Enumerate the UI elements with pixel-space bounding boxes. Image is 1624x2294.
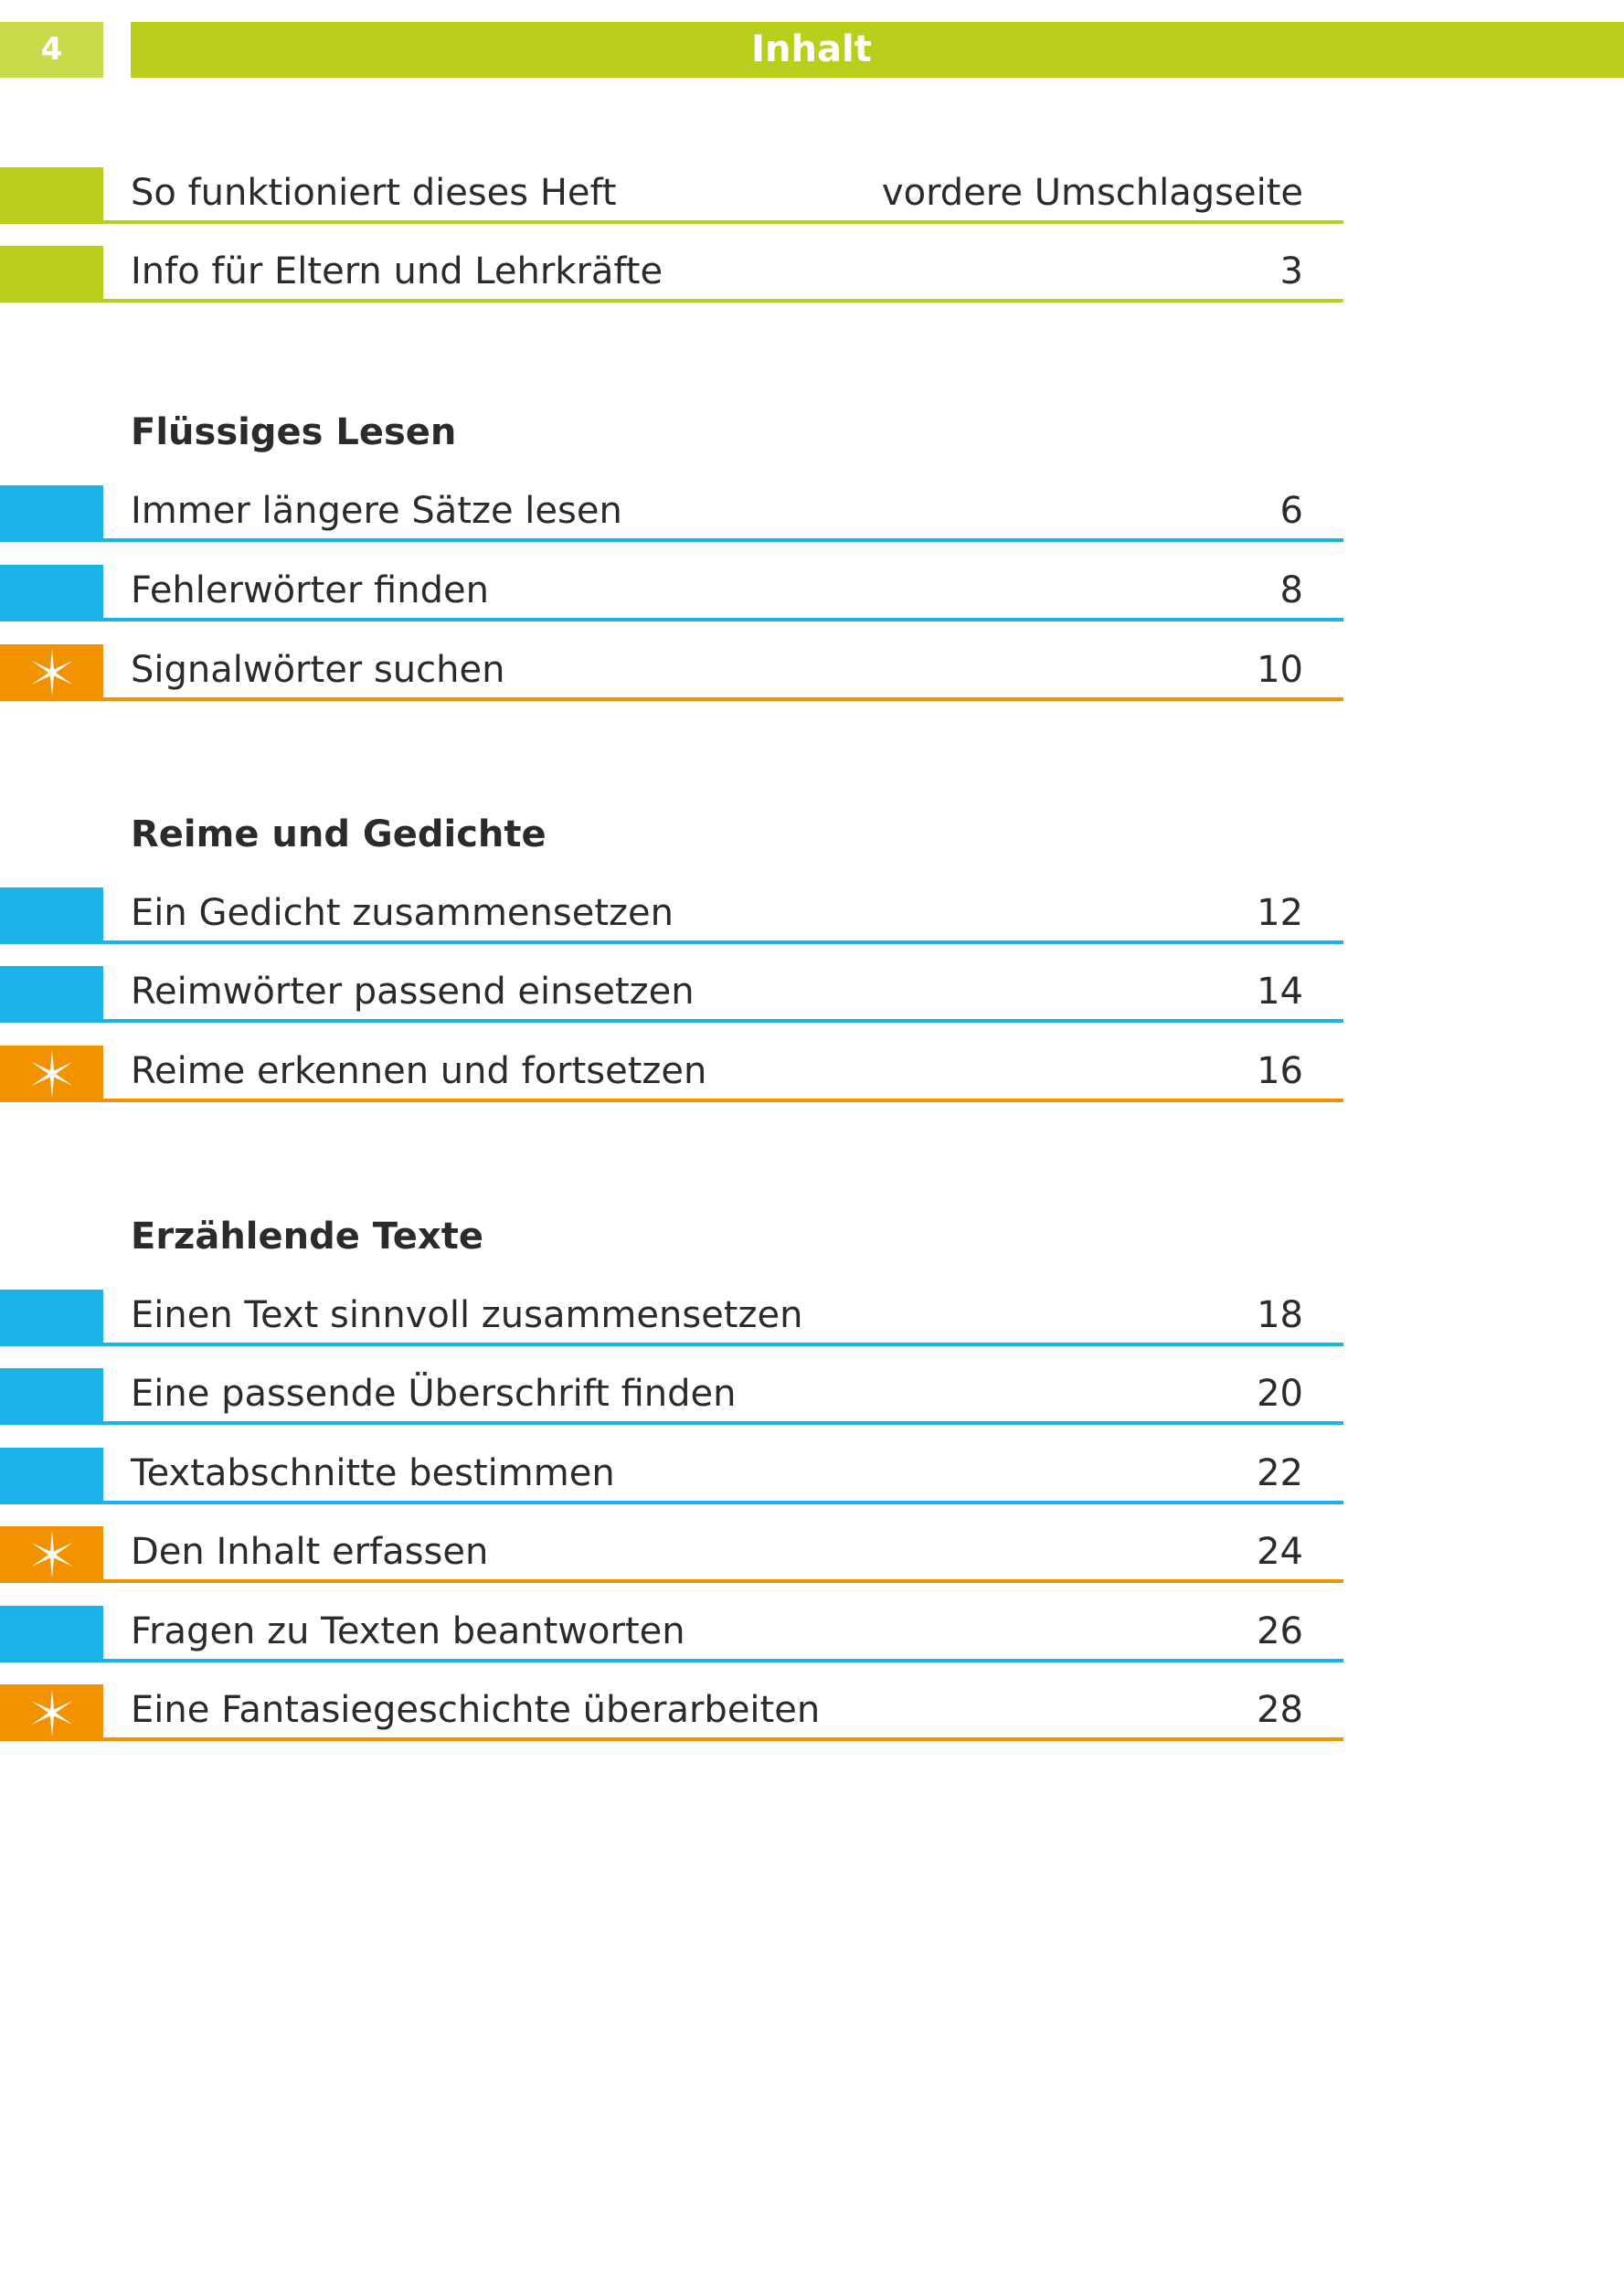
toc-entry-page: 22 — [1257, 1452, 1303, 1494]
toc-entry-label: So funktioniert dieses Heft — [131, 172, 617, 214]
page-title: Inhalt — [751, 28, 872, 70]
toc-entry-label: Den Inhalt erfassen — [131, 1531, 489, 1573]
toc-entry: Fragen zu Texten beantworten 26 — [0, 1606, 1343, 1662]
toc-entry-underline — [103, 220, 1343, 224]
toc-entry-label: Signalwörter suchen — [131, 649, 505, 691]
title-bar: Inhalt — [131, 22, 1624, 78]
toc-entry: Textabschnitte bestimmen 22 — [0, 1448, 1343, 1504]
toc-entry-page: 26 — [1257, 1610, 1303, 1652]
toc-entry-label: Fehlerwörter finden — [131, 569, 489, 611]
toc-entry-underline — [103, 1501, 1343, 1504]
toc-marker — [0, 1368, 103, 1425]
toc-entry-label: Immer längere Sätze lesen — [131, 490, 622, 532]
toc-entry-page: 20 — [1257, 1373, 1303, 1415]
toc-entry-page: 14 — [1257, 971, 1303, 1013]
toc-entry-page: 8 — [1279, 569, 1303, 611]
toc-marker — [0, 246, 103, 303]
toc-entry: Reimwörter passend einsetzen 14 — [0, 966, 1343, 1023]
section-heading: Flüssiges Lesen — [131, 411, 457, 453]
page-number: 4 — [0, 22, 103, 78]
toc-marker — [0, 167, 103, 224]
toc-marker — [0, 1606, 103, 1662]
toc-entry-label: Info für Eltern und Lehrkräfte — [131, 250, 663, 292]
section-heading: Erzählende Texte — [131, 1216, 483, 1258]
toc-marker — [0, 1526, 103, 1583]
toc-entry: Eine passende Überschrift finden 20 — [0, 1368, 1343, 1425]
toc-entry: Einen Text sinnvoll zusammensetzen 18 — [0, 1290, 1343, 1346]
toc-entry: Reime erkennen und fortsetzen 16 — [0, 1046, 1343, 1102]
star-icon — [31, 1531, 73, 1578]
toc-marker — [0, 1290, 103, 1346]
toc-entry-underline — [103, 1099, 1343, 1102]
toc-entry-underline — [103, 697, 1343, 701]
toc-entry: Signalwörter suchen 10 — [0, 644, 1343, 701]
toc-entry-label: Ein Gedicht zusammensetzen — [131, 892, 674, 934]
toc-marker — [0, 1046, 103, 1102]
toc-entry-underline — [103, 940, 1343, 944]
toc-entry-label: Textabschnitte bestimmen — [131, 1452, 615, 1494]
toc-entry-underline — [103, 1343, 1343, 1346]
toc-entry-label: Reimwörter passend einsetzen — [131, 971, 695, 1013]
toc-entry-page: 18 — [1257, 1294, 1303, 1336]
toc-entry-label: Fragen zu Texten beantworten — [131, 1610, 685, 1652]
toc-marker — [0, 1448, 103, 1504]
toc-entry: Den Inhalt erfassen 24 — [0, 1526, 1343, 1583]
star-icon — [31, 649, 73, 696]
toc-entry-label: Einen Text sinnvoll zusammensetzen — [131, 1294, 803, 1336]
toc-entry-page: vordere Umschlagseite — [881, 172, 1303, 214]
toc-entry-underline — [103, 299, 1343, 303]
toc-entry-underline — [103, 538, 1343, 542]
toc-entry-underline — [103, 1579, 1343, 1583]
toc-entry-page: 10 — [1257, 649, 1303, 691]
toc-entry-page: 6 — [1279, 490, 1303, 532]
toc-entry: Immer längere Sätze lesen 6 — [0, 485, 1343, 542]
toc-entry-underline — [103, 1737, 1343, 1741]
toc-entry-page: 24 — [1257, 1531, 1303, 1573]
toc-entry-underline — [103, 618, 1343, 621]
toc-entry-label: Eine passende Überschrift finden — [131, 1373, 737, 1415]
toc-entry: Fehlerwörter finden 8 — [0, 565, 1343, 621]
toc-entry-label: Eine Fantasiegeschichte überarbeiten — [131, 1689, 821, 1731]
page-header: 4 Inhalt — [0, 22, 1624, 78]
section-heading: Reime und Gedichte — [131, 813, 547, 855]
toc-marker — [0, 887, 103, 944]
toc-marker — [0, 644, 103, 701]
star-icon — [31, 1689, 73, 1736]
toc-marker — [0, 966, 103, 1023]
toc-entry: So funktioniert dieses Heft vordere Umsch… — [0, 167, 1343, 224]
toc-entry: Info für Eltern und Lehrkräfte 3 — [0, 246, 1343, 303]
toc-marker — [0, 485, 103, 542]
star-icon — [31, 1050, 73, 1098]
toc-entry-page: 12 — [1257, 892, 1303, 934]
toc-entry-page: 16 — [1257, 1050, 1303, 1092]
toc-marker — [0, 1684, 103, 1741]
toc-entry-underline — [103, 1019, 1343, 1023]
toc-marker — [0, 565, 103, 621]
toc-entry: Eine Fantasiegeschichte überarbeiten 28 — [0, 1684, 1343, 1741]
toc-entry-label: Reime erkennen und fortsetzen — [131, 1050, 707, 1092]
toc-entry: Ein Gedicht zusammensetzen 12 — [0, 887, 1343, 944]
toc-entry-page: 3 — [1279, 250, 1303, 292]
toc-entry-page: 28 — [1257, 1689, 1303, 1731]
toc-entry-underline — [103, 1421, 1343, 1425]
toc-entry-underline — [103, 1659, 1343, 1662]
